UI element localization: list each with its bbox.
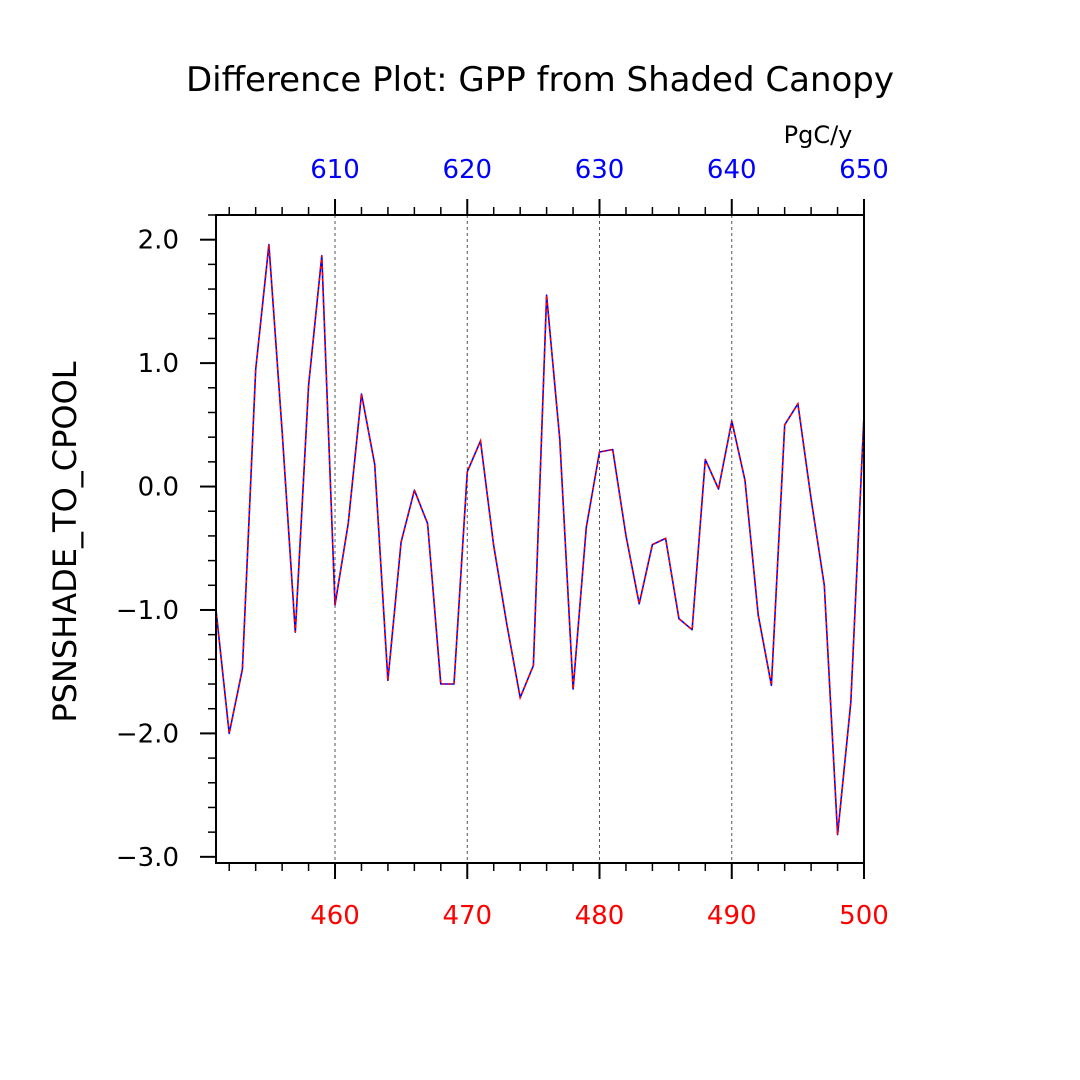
series-line-dashed (215, 244, 865, 835)
top-axis-units: PgC/y (784, 121, 853, 149)
y-tick-label: −2.0 (116, 719, 179, 749)
x-tick-label-490: 490 (707, 901, 757, 931)
x-tick-label-480: 480 (575, 901, 625, 931)
tick-labels: 460 470 480 490 500 610 620 630 640 650 −3.0 −2.0 −1… (116, 155, 889, 931)
plot-frame (215, 214, 865, 864)
y-tick-label: 1.0 (138, 349, 179, 379)
y-tick-label: −3.0 (116, 843, 179, 873)
grid-lines (334, 215, 733, 863)
x-tick-label-460: 460 (310, 901, 360, 931)
x-tick-label-470: 470 (442, 901, 492, 931)
series-lines (215, 243, 865, 836)
top-tick-label-650: 650 (839, 155, 889, 185)
y-tick-label: 0.0 (138, 473, 179, 503)
y-axis-label: PSNSHADE_TO_CPOOL (46, 361, 84, 722)
x-tick-label-500: 500 (839, 901, 889, 931)
top-tick-label-640: 640 (707, 155, 757, 185)
top-tick-label-630: 630 (575, 155, 625, 185)
top-tick-label-620: 620 (442, 155, 492, 185)
chart-title: Difference Plot: GPP from Shaded Canopy (186, 60, 894, 100)
y-tick-label: −1.0 (116, 596, 179, 626)
top-tick-label-610: 610 (310, 155, 360, 185)
y-tick-label: 2.0 (138, 226, 179, 256)
axis-ticks (200, 199, 865, 879)
